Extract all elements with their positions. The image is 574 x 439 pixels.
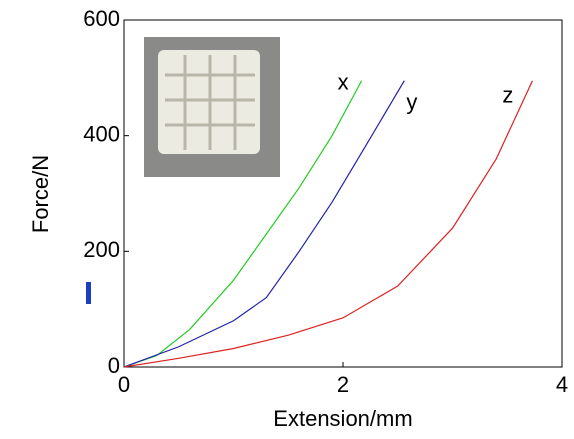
x-tick-label: 4 (556, 372, 568, 397)
y-tick-label: 200 (83, 237, 120, 262)
y-tick-label: 400 (83, 121, 120, 146)
series-label: y (406, 90, 417, 115)
side-mark (86, 282, 91, 304)
series-label: z (502, 83, 513, 108)
y-tick-label: 0 (108, 353, 120, 378)
page: {"chart_data": {"type": "line", "x_label… (0, 0, 574, 439)
chart: Extension/mm Force/N 0240200400600xyz (0, 0, 574, 439)
x-axis-label: Extension/mm (273, 406, 412, 431)
y-tick-label: 600 (83, 6, 120, 31)
series-label: x (338, 70, 349, 95)
inset-photo (144, 37, 280, 177)
x-tick-label: 2 (337, 372, 349, 397)
y-axis-label: Force/N (28, 155, 53, 233)
